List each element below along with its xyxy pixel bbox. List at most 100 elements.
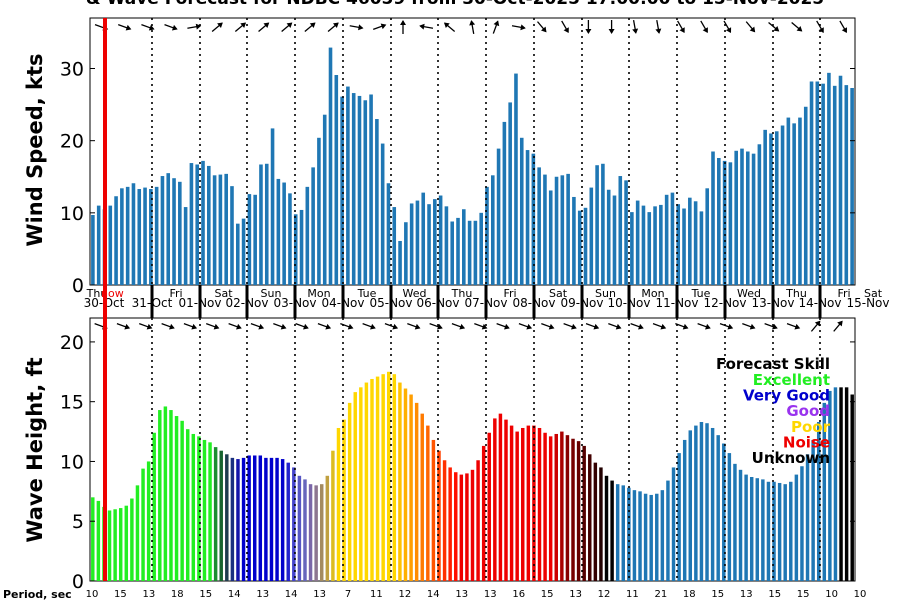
bar	[340, 96, 344, 285]
day-of-week-label: Sat	[864, 287, 883, 300]
legend-item: Good	[786, 402, 830, 420]
bar	[833, 387, 838, 581]
bar	[114, 196, 118, 285]
period-tick: 11	[370, 589, 383, 600]
bar	[479, 212, 483, 285]
bar	[404, 222, 408, 285]
bar	[740, 148, 744, 285]
day-of-week-label: Fri	[837, 287, 850, 300]
direction-arrow	[372, 23, 387, 31]
bar	[548, 190, 553, 285]
bar	[565, 435, 570, 581]
bar	[172, 178, 176, 285]
bar	[325, 475, 330, 581]
direction-arrow	[768, 22, 780, 32]
bar	[811, 439, 815, 581]
bar	[560, 431, 564, 581]
bar	[838, 75, 843, 285]
direction-arrow	[407, 322, 421, 330]
bar	[305, 186, 310, 285]
bar	[621, 485, 625, 581]
bar	[659, 204, 663, 285]
period-tick: 14	[427, 589, 440, 600]
direction-arrow	[719, 322, 734, 330]
bar	[113, 509, 117, 581]
bar	[166, 173, 171, 285]
direction-arrow	[585, 20, 592, 34]
bar	[331, 450, 335, 581]
bar	[207, 165, 211, 285]
day-tick	[484, 285, 488, 318]
bar	[202, 439, 207, 581]
bar	[521, 427, 525, 581]
direction-arrow	[537, 21, 547, 33]
direction-arrow	[541, 322, 555, 330]
bar	[230, 186, 234, 285]
day-labels: Thu30-OctFri31-OctSat01-NovSun02-NovMon0…	[84, 285, 890, 318]
bar	[757, 144, 762, 285]
bar	[777, 482, 782, 581]
bar	[504, 419, 508, 581]
bar	[178, 181, 182, 285]
legend-item: Excellent	[753, 371, 830, 389]
bar	[699, 211, 704, 285]
direction-arrow	[164, 23, 178, 31]
bar	[91, 497, 95, 581]
period-tick: 13	[484, 589, 497, 600]
period-tick: 13	[313, 589, 326, 600]
bar	[751, 153, 756, 285]
bar	[481, 445, 486, 581]
bar	[241, 218, 246, 285]
day-of-week-label: Fri	[169, 287, 182, 300]
bar	[280, 459, 285, 581]
period-tick: 10	[86, 589, 99, 600]
day-of-week-label: Thu	[785, 287, 807, 300]
bar	[821, 83, 825, 285]
direction-arrow	[349, 24, 364, 31]
bar	[682, 439, 687, 581]
bar	[630, 212, 634, 285]
bar	[761, 479, 765, 581]
bar	[588, 454, 592, 581]
bar	[386, 183, 391, 285]
day-of-week-label: Thu	[451, 287, 473, 300]
bar	[595, 165, 599, 285]
day-of-week-label: Sat	[214, 287, 233, 300]
bar	[454, 472, 458, 581]
period-tick: 10	[825, 589, 838, 600]
direction-arrow	[451, 322, 466, 330]
y-tick-label: 0	[72, 571, 84, 593]
bar	[593, 462, 598, 581]
bar	[577, 210, 582, 285]
direction-arrow	[117, 23, 132, 31]
day-tick	[580, 285, 584, 318]
bar	[370, 378, 374, 581]
bar	[498, 413, 503, 581]
bar	[197, 436, 201, 581]
bar	[772, 481, 776, 581]
period-tick: 14	[285, 589, 298, 600]
bar	[336, 427, 341, 581]
bar	[288, 193, 292, 285]
bar	[744, 474, 748, 581]
bar	[473, 220, 478, 285]
bar	[264, 457, 268, 581]
bar	[293, 214, 298, 285]
bar	[427, 204, 431, 285]
bar	[183, 207, 188, 285]
bar	[589, 187, 594, 285]
period-ticks: 10 15 13 18 15 14 13 14 13 7 11 12 14 13 13 16 15 13 12 11 2…	[86, 589, 867, 600]
direction-arrow	[833, 320, 843, 332]
bar	[749, 477, 754, 581]
bar	[363, 100, 368, 285]
wind-y-axis-label: Wind Speed, kts	[23, 53, 47, 246]
bar	[508, 102, 512, 286]
bar	[299, 209, 304, 285]
bar	[276, 178, 281, 285]
bar	[174, 416, 179, 581]
period-tick: 15	[541, 589, 554, 600]
wave-direction-arrows	[94, 320, 843, 332]
bar	[800, 466, 804, 581]
bar	[827, 72, 831, 285]
bar	[131, 183, 136, 285]
